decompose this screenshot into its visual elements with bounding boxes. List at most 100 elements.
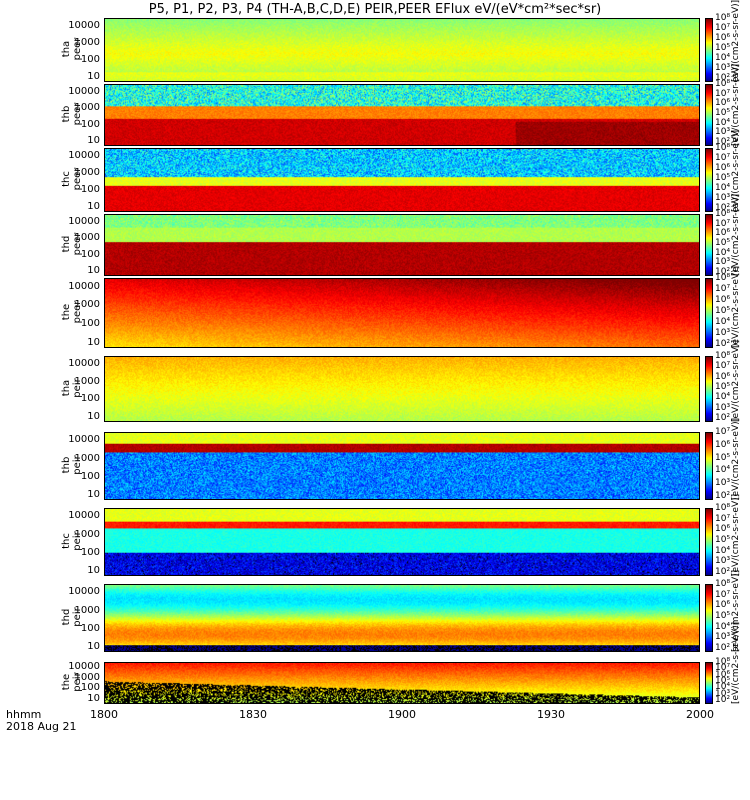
y-tick-label: 100 [80, 248, 100, 260]
y-tick-label: 10 [87, 265, 100, 276]
y-tick-label: 10 [87, 693, 100, 704]
y-tick-label: 10000 [68, 19, 100, 31]
y-tick-label: 1000 [74, 604, 100, 616]
colorbar-tick-label: 10² [715, 339, 731, 349]
colorbar-tick-label: 10⁵ [715, 173, 731, 183]
y-tick-label: 10 [87, 71, 100, 82]
y-tick-label: 10 [87, 411, 100, 422]
y-tick-label: 100 [80, 546, 100, 558]
y-tick-label: 100 [80, 470, 100, 482]
colorbar-tick-label: 10² [715, 567, 731, 577]
colorbar-tick-label: 10⁶ [715, 98, 731, 109]
colorbar [705, 508, 713, 576]
y-tick-label: 10000 [68, 510, 100, 522]
colorbar-tick-label: 10² [715, 413, 731, 423]
colorbar-tick-label: 10⁵ [715, 452, 731, 463]
colorbar-tick-label: 10³ [715, 688, 731, 699]
spectrogram-image [105, 663, 699, 703]
colorbar-tick-label: 10² [715, 203, 731, 213]
colorbar-tick-label: 10⁷ [715, 23, 731, 33]
colorbar-tick-label: 10⁷ [715, 513, 731, 524]
colorbar-unit-label: [eV/(cm2-s-sr-eV)] [731, 493, 741, 576]
spectrogram-image [105, 357, 699, 421]
y-tick-label: 10000 [68, 85, 100, 97]
y-tick-label: 10000 [68, 358, 100, 370]
colorbar-tick-label: 10⁴ [715, 53, 731, 63]
colorbar-unit-label: [eV/(cm2-s-sr-eV)] [731, 621, 741, 704]
colorbar-tick-label: 10³ [715, 193, 731, 203]
colorbar-tick-label: 10³ [715, 63, 731, 73]
y-tick-label: 10000 [68, 149, 100, 161]
x-axis [104, 700, 700, 706]
y-tick-label: 100 [80, 53, 100, 65]
y-tick-label: 100 [80, 622, 100, 634]
y-tick-label: 10000 [68, 215, 100, 227]
x-tick-label: 2000 [686, 708, 714, 721]
x-tick-label: 1800 [90, 708, 118, 721]
colorbar-tick-label: 10³ [715, 328, 731, 338]
colorbar-tick-label: 10² [715, 137, 731, 147]
y-tick-label: 10000 [68, 661, 100, 673]
x-tick-label: 1900 [388, 708, 416, 721]
y-tick-label: 10 [87, 565, 100, 576]
y-tick-label: 1000 [74, 671, 100, 683]
y-tick-label: 100 [80, 318, 100, 330]
colorbar-tick-label: 10² [715, 643, 731, 653]
chart-title: P5, P1, P2, P3, P4 (TH-A,B,C,D,E) PEIR,P… [148, 2, 602, 17]
y-tick-label: 10000 [68, 586, 100, 598]
colorbar-tick-label: 10⁸ [715, 579, 731, 589]
colorbar-tick-label: 10³ [715, 478, 731, 489]
colorbar-tick-label: 10⁶ [715, 439, 731, 450]
colorbar-tick-label: 10⁴ [715, 183, 731, 193]
colorbar-tick-label: 10⁵ [715, 43, 731, 53]
y-tick-label: 10000 [68, 434, 100, 446]
colorbar-tick-label: 10³ [715, 257, 731, 268]
colorbar-tick-label: 10⁸ [715, 273, 731, 283]
colorbar-tick-label: 10⁵ [715, 676, 731, 686]
colorbar-unit-label: [eV/(cm2-s-sr-eV)] [731, 417, 741, 500]
colorbar-tick-label: 10⁸ [715, 209, 731, 219]
colorbar-tick-label: 10⁶ [715, 600, 731, 611]
colorbar-tick-label: 10⁴ [715, 621, 731, 632]
y-tick-label: 100 [80, 682, 100, 694]
colorbar [705, 356, 713, 422]
colorbar-tick-label: 10³ [715, 127, 731, 138]
colorbar-tick-label: 10⁷ [715, 663, 731, 674]
colorbar-tick-label: 10⁴ [715, 465, 731, 476]
colorbar [705, 662, 713, 704]
colorbar-tick-label: 10⁵ [715, 238, 731, 248]
colorbar-tick-label: 10⁶ [715, 33, 731, 43]
y-tick-label: 10000 [68, 280, 100, 292]
spectrogram-panel [104, 18, 700, 82]
colorbar [705, 148, 713, 212]
y-tick-label: 10 [87, 337, 100, 348]
y-tick-label: 100 [80, 393, 100, 405]
date-label: 2018 Aug 21 [6, 720, 77, 733]
spectrogram-image [105, 19, 699, 81]
spectrogram-image [105, 585, 699, 651]
y-tick-label: 10 [87, 489, 100, 500]
spectrogram-image [105, 149, 699, 211]
spectrogram-panel [104, 84, 700, 146]
colorbar [705, 84, 713, 146]
spectrogram-image [105, 433, 699, 499]
colorbar-tick-label: 10³ [715, 632, 731, 643]
colorbar-tick-label: 10⁶ [715, 163, 731, 173]
colorbar-tick-label: 10⁷ [715, 284, 731, 294]
colorbar-tick-label: 10⁷ [715, 427, 731, 437]
spectrogram-panel [104, 148, 700, 212]
colorbar-tick-label: 10⁸ [715, 503, 731, 513]
colorbar-tick-label: 10⁵ [715, 382, 731, 392]
colorbar-tick-label: 10⁴ [715, 545, 731, 556]
y-tick-label: 100 [80, 183, 100, 195]
colorbar [705, 584, 713, 652]
spectrogram-panel [104, 432, 700, 500]
colorbar-unit-label: [eV/(cm2-s-sr-eV)] [731, 339, 741, 422]
colorbar-tick-label: 10⁴ [715, 682, 731, 693]
spectrogram-panel [104, 508, 700, 576]
y-tick-label: 1000 [74, 232, 100, 244]
y-tick-label: 1000 [74, 528, 100, 540]
spectrogram-image [105, 215, 699, 275]
colorbar-tick-label: 10⁷ [715, 361, 731, 372]
colorbar-tick-label: 10⁵ [715, 108, 731, 118]
